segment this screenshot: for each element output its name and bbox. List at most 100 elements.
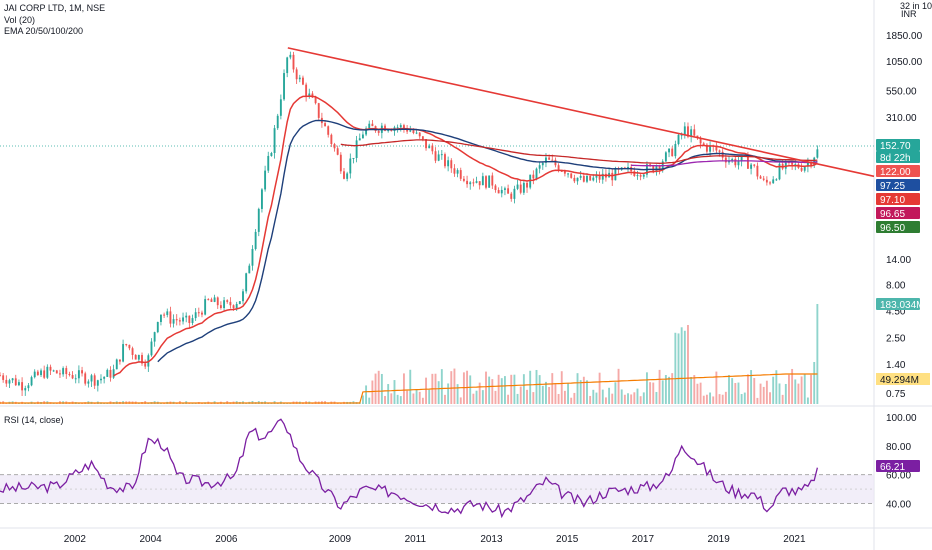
volume-bar	[784, 383, 787, 404]
candle-body	[456, 170, 459, 174]
candle-body	[279, 99, 282, 116]
candle-body	[0, 375, 1, 377]
candle-body	[526, 182, 528, 188]
candle-body	[412, 130, 415, 133]
candle-body	[30, 377, 33, 386]
candle-body	[125, 344, 128, 346]
volume-bar	[642, 392, 645, 404]
volume-bar	[604, 397, 607, 404]
volume-bar	[469, 375, 472, 404]
candle-body	[185, 315, 188, 318]
volume-bar	[368, 397, 371, 404]
candle-body	[718, 150, 721, 152]
candle-body	[702, 143, 705, 145]
volume-bar	[447, 383, 450, 404]
volume-bar	[696, 383, 699, 404]
candle-body	[339, 154, 342, 172]
candle-body	[589, 175, 592, 181]
rsi-indicator-label[interactable]: RSI (14, close)	[4, 415, 64, 425]
candle-body	[434, 151, 437, 161]
time-tick-label: 2015	[556, 534, 579, 545]
candle-body	[721, 151, 724, 158]
volume-bar	[623, 394, 626, 404]
candle-body	[674, 144, 677, 157]
symbol-title[interactable]: JAI CORP LTD, 1M, NSE	[4, 3, 106, 13]
candle-body	[753, 164, 756, 166]
volume-indicator-label[interactable]: Vol (20)	[4, 15, 36, 25]
volume-bar	[579, 380, 582, 404]
candle-body	[349, 158, 352, 174]
candle-body	[216, 297, 219, 306]
candle-body	[327, 126, 330, 135]
candle-body	[642, 174, 645, 177]
volume-bar	[715, 371, 718, 404]
candle-body	[106, 369, 109, 377]
candle-body	[677, 134, 680, 145]
candle-body	[466, 180, 469, 185]
candle-body	[469, 182, 472, 185]
candle-body	[207, 299, 210, 301]
candle-body	[137, 355, 140, 360]
candle-body	[87, 381, 90, 384]
volume-bar	[396, 394, 399, 404]
volume-bar	[361, 395, 364, 404]
candle-body	[816, 149, 819, 158]
candle-body	[317, 103, 320, 118]
candle-body	[475, 181, 478, 183]
candle-body	[765, 179, 768, 183]
candle-body	[462, 178, 465, 181]
candle-body	[680, 134, 683, 136]
candle-body	[519, 184, 522, 193]
volume-bar	[658, 369, 661, 404]
volume-bar	[526, 389, 528, 404]
candle-body	[803, 166, 806, 171]
candle-body	[437, 154, 440, 161]
candle-body	[295, 69, 298, 80]
volume-bar	[649, 382, 652, 404]
candle-body	[384, 125, 386, 131]
candle-body	[497, 190, 500, 194]
ema20-badge: 122.00	[880, 167, 911, 178]
volume-bar	[503, 376, 506, 404]
candle-body	[813, 157, 816, 166]
candle-body	[93, 375, 96, 386]
candle-body	[166, 311, 169, 315]
ema-indicator-label[interactable]: EMA 20/50/100/200	[4, 26, 84, 36]
candle-body	[40, 370, 42, 376]
candle-body	[592, 177, 595, 181]
volume-bar	[750, 370, 753, 404]
volume-bar	[592, 389, 595, 404]
candle-body	[403, 125, 405, 129]
candle-body	[226, 300, 229, 302]
candle-body	[696, 135, 699, 138]
time-tick-label: 2009	[329, 534, 352, 545]
volume-bar	[573, 392, 576, 404]
volume-bar	[399, 396, 402, 404]
candle-body	[500, 189, 503, 194]
volume-bar	[627, 393, 629, 404]
time-tick-label: 2006	[215, 534, 238, 545]
candle-body	[611, 172, 614, 181]
volume-bar	[646, 372, 648, 404]
candle-body	[289, 54, 292, 58]
candle-body	[242, 291, 244, 302]
volume-bar	[664, 375, 667, 404]
volume-bar	[762, 386, 765, 404]
volume-bar	[617, 368, 620, 404]
volume-bar	[740, 394, 743, 404]
candle-body	[343, 171, 345, 179]
volume-bar	[737, 382, 740, 404]
candle-body	[201, 312, 203, 315]
volume-bar	[712, 396, 715, 404]
candle-body	[14, 378, 17, 386]
ema200-badge-bg	[876, 207, 920, 219]
candle-body	[567, 173, 569, 175]
candle-body	[90, 375, 93, 382]
candle-body	[800, 167, 803, 171]
candle-body	[194, 312, 197, 319]
volume-bar	[532, 392, 535, 404]
volume-bar	[813, 362, 816, 404]
volume-bar	[633, 392, 636, 404]
